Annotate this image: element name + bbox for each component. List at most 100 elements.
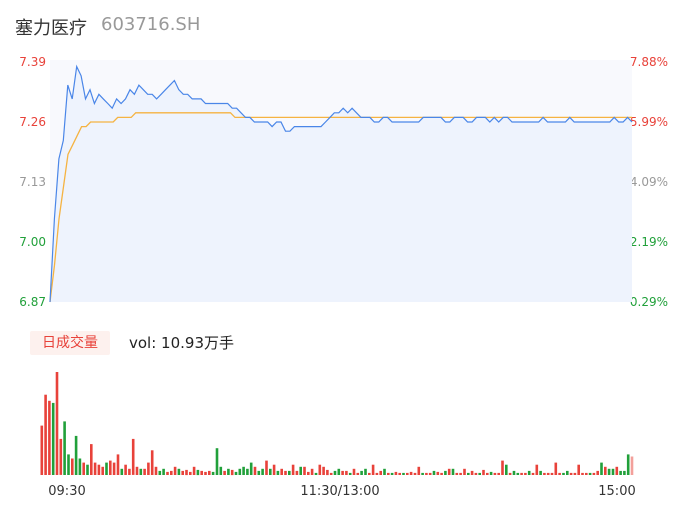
y-tick-right-label: 5.99%: [630, 115, 668, 129]
volume-bar: [459, 472, 462, 475]
volume-bar: [299, 466, 302, 475]
volume-bar: [90, 444, 93, 475]
volume-bar: [360, 470, 363, 475]
volume-bar: [417, 466, 421, 475]
volume-bar: [383, 468, 386, 475]
volume-bar: [573, 472, 577, 475]
volume-bar: [619, 470, 622, 475]
volume-bar: [569, 472, 573, 475]
average-price-series: [49, 112, 632, 303]
volume-bar: [535, 464, 539, 475]
volume-bar: [189, 471, 192, 475]
volume-bar: [364, 468, 367, 475]
volume-bar: [444, 470, 447, 475]
volume-bar: [505, 464, 508, 475]
volume-bar: [436, 471, 440, 475]
y-tick-right-label: 0.29%: [630, 295, 668, 309]
volume-bar: [467, 472, 470, 475]
volume-readout: vol: 10.93万手: [129, 334, 234, 352]
volume-bar: [409, 471, 413, 475]
volume-bar: [246, 468, 249, 475]
volume-bar: [82, 462, 85, 475]
volume-bar: [604, 466, 607, 475]
volume-bar: [440, 472, 443, 475]
price-area: [50, 66, 632, 302]
volume-bar: [585, 472, 588, 475]
volume-bar: [554, 462, 558, 475]
volume-bar: [131, 438, 135, 475]
volume-bar: [543, 472, 546, 475]
volume-bars: [40, 372, 634, 476]
volume-bar: [425, 472, 428, 475]
daily-volume-tab[interactable]: 日成交量: [30, 331, 110, 355]
volume-bar: [482, 469, 485, 476]
volume-bar: [562, 472, 565, 475]
volume-bar: [211, 471, 215, 475]
stock-code: 603716.SH: [101, 14, 201, 35]
y-tick-left-label: 7.39: [19, 55, 46, 69]
volume-bar: [588, 472, 592, 475]
volume-bar: [600, 462, 603, 475]
volume-bar: [295, 470, 299, 475]
volume-bar: [284, 470, 287, 475]
volume-bar: [109, 460, 112, 475]
volume-bar: [326, 469, 329, 476]
volume-bar: [173, 466, 177, 475]
y-axis-right: 7.88% 5.99% 4.09% 2.19% 0.29%: [630, 55, 668, 309]
volume-bar: [234, 471, 238, 475]
volume-bar: [143, 468, 146, 475]
volume-bar: [253, 466, 257, 475]
volume-bar: [288, 470, 291, 475]
volume-bar: [508, 472, 512, 475]
y-tick-left-label: 6.87: [19, 295, 46, 309]
volume-bar: [162, 468, 165, 475]
volume-bar: [527, 470, 531, 475]
volume-bar: [185, 469, 188, 476]
volume-bar: [116, 454, 120, 475]
volume-bar: [310, 468, 314, 475]
volume-bar: [314, 472, 318, 475]
volume-bar: [74, 435, 78, 475]
volume-bar: [135, 466, 139, 475]
volume-bar: [204, 471, 207, 475]
volume-bar: [581, 472, 584, 475]
volume-bar: [215, 448, 219, 475]
volume-bar: [158, 470, 162, 475]
volume-bar: [177, 468, 181, 475]
volume-bar: [55, 372, 59, 475]
volume-bar: [333, 470, 337, 475]
volume-bar: [93, 462, 97, 475]
x-tick-label: 11:30/13:00: [300, 484, 379, 499]
volume-bar: [394, 471, 398, 475]
volume-bar: [230, 469, 234, 476]
volume-bar: [592, 472, 596, 475]
volume-bar: [474, 472, 478, 475]
volume-bar: [40, 425, 44, 475]
volume-bar: [520, 472, 523, 475]
volume-bar: [596, 470, 599, 475]
volume-bar: [48, 400, 51, 475]
y-tick-left-label: 7.26: [19, 115, 46, 129]
volume-bar: [181, 470, 184, 475]
volume-bar: [147, 462, 150, 475]
x-axis: 09:30 11:30/13:00 15:00: [48, 484, 635, 499]
volume-bar: [345, 470, 348, 475]
volume-bar: [242, 466, 245, 475]
volume-bar: [524, 472, 527, 475]
volume-bar: [566, 470, 569, 475]
volume-bar: [451, 468, 455, 475]
volume-bar: [470, 470, 474, 475]
volume-bar: [607, 468, 611, 475]
volume-bar: [192, 466, 196, 475]
volume-bar: [124, 464, 127, 475]
volume-bar: [166, 471, 169, 475]
volume-bar: [150, 450, 154, 475]
volume-bar: [463, 468, 466, 475]
volume-bar: [611, 468, 615, 475]
volume-bar: [341, 470, 344, 475]
volume-bar: [550, 472, 554, 475]
volume-bar: [51, 402, 55, 475]
volume-bar: [455, 472, 459, 475]
volume-bar: [421, 472, 424, 475]
